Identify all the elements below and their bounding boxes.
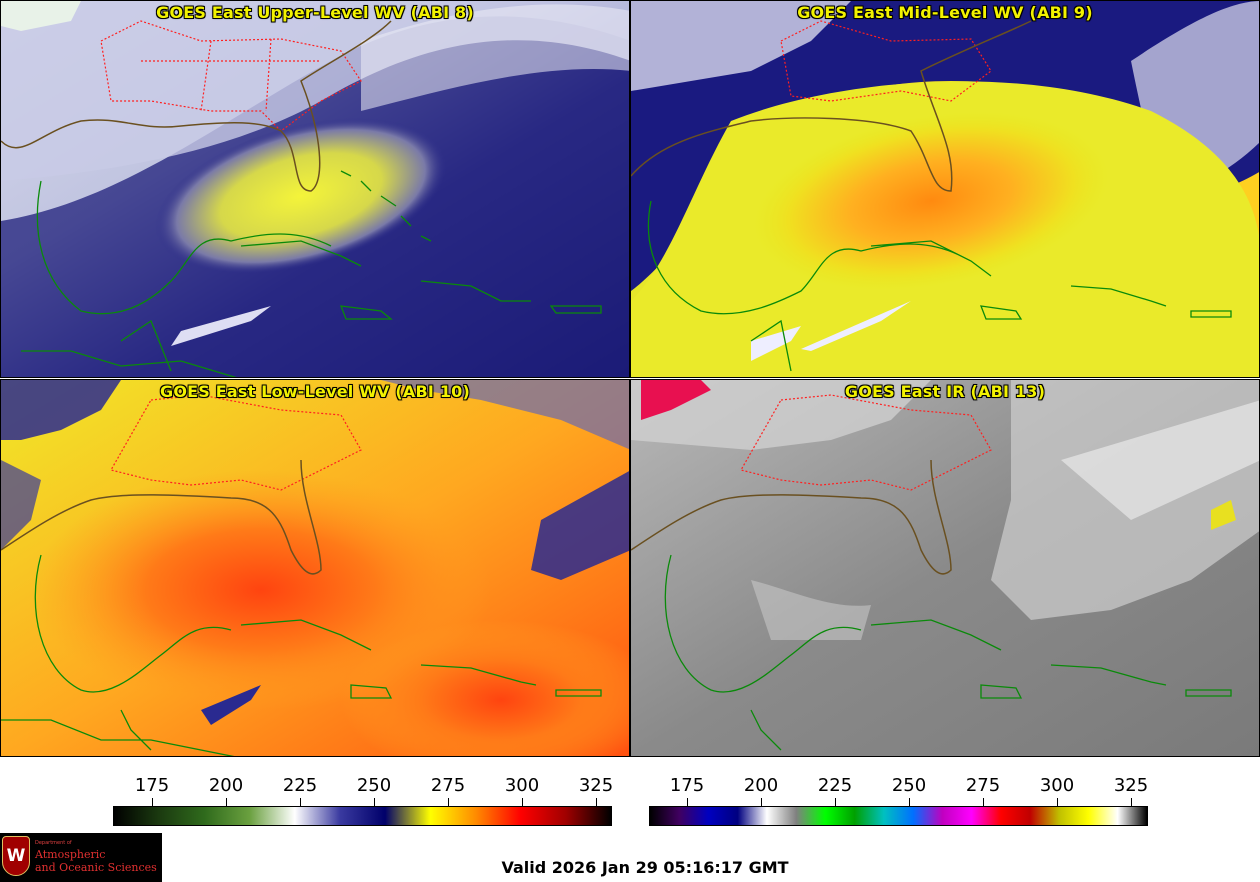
wv-tick	[152, 798, 153, 806]
ir-tick-label: 250	[891, 775, 927, 796]
wv-tick-label: 250	[356, 775, 392, 796]
mid-level-wv-image	[631, 1, 1259, 377]
wv-tick	[448, 798, 449, 806]
ir-tick	[983, 798, 984, 806]
wv-tick	[226, 798, 227, 806]
ir-tick	[687, 798, 688, 806]
ir-tick-label: 175	[669, 775, 705, 796]
ir-tick	[1057, 798, 1058, 806]
wv-tick	[300, 798, 301, 806]
wv-tick-label: 200	[208, 775, 244, 796]
logo-name-line1: Atmospheric	[35, 848, 106, 861]
wv-colorbar	[113, 806, 612, 826]
ir-tick	[761, 798, 762, 806]
ir-tick	[1131, 798, 1132, 806]
ir-tick	[909, 798, 910, 806]
upper-level-wv-panel: GOES East Upper-Level WV (ABI 8)	[0, 0, 630, 378]
wv-tick	[522, 798, 523, 806]
wv-tick-label: 300	[504, 775, 540, 796]
ir-title: GOES East IR (ABI 13)	[844, 382, 1046, 401]
ir-tick-label: 275	[965, 775, 1001, 796]
low-level-wv-title: GOES East Low-Level WV (ABI 10)	[159, 382, 470, 401]
low-level-wv-image	[1, 380, 629, 756]
wv-tick	[596, 798, 597, 806]
ir-tick-label: 300	[1039, 775, 1075, 796]
upper-level-wv-image	[1, 1, 629, 377]
wv-tick	[374, 798, 375, 806]
mid-level-wv-panel: GOES East Mid-Level WV (ABI 9)	[630, 0, 1260, 378]
uw-crest-icon: W	[2, 836, 30, 876]
valid-time: Valid 2026 Jan 29 05:16:17 GMT	[501, 858, 789, 877]
logo-dept-text: Department of	[35, 840, 72, 846]
low-level-wv-panel: GOES East Low-Level WV (ABI 10)	[0, 379, 630, 757]
ir-tick-label: 200	[743, 775, 779, 796]
wv-tick-label: 225	[282, 775, 318, 796]
wv-tick-label: 325	[578, 775, 614, 796]
ir-tick	[835, 798, 836, 806]
wv-tick-label: 275	[430, 775, 466, 796]
logo-name-line2: and Oceanic Sciences	[35, 861, 157, 874]
ir-panel: GOES East IR (ABI 13)	[630, 379, 1260, 757]
aos-logo: W Department of Atmospheric and Oceanic …	[0, 833, 162, 882]
ir-tick-label: 225	[817, 775, 853, 796]
ir-image	[631, 380, 1259, 756]
upper-level-wv-title: GOES East Upper-Level WV (ABI 8)	[156, 3, 474, 22]
mid-level-wv-title: GOES East Mid-Level WV (ABI 9)	[797, 3, 1093, 22]
ir-colorbar	[649, 806, 1148, 826]
wv-tick-label: 175	[134, 775, 170, 796]
ir-tick-label: 325	[1113, 775, 1149, 796]
